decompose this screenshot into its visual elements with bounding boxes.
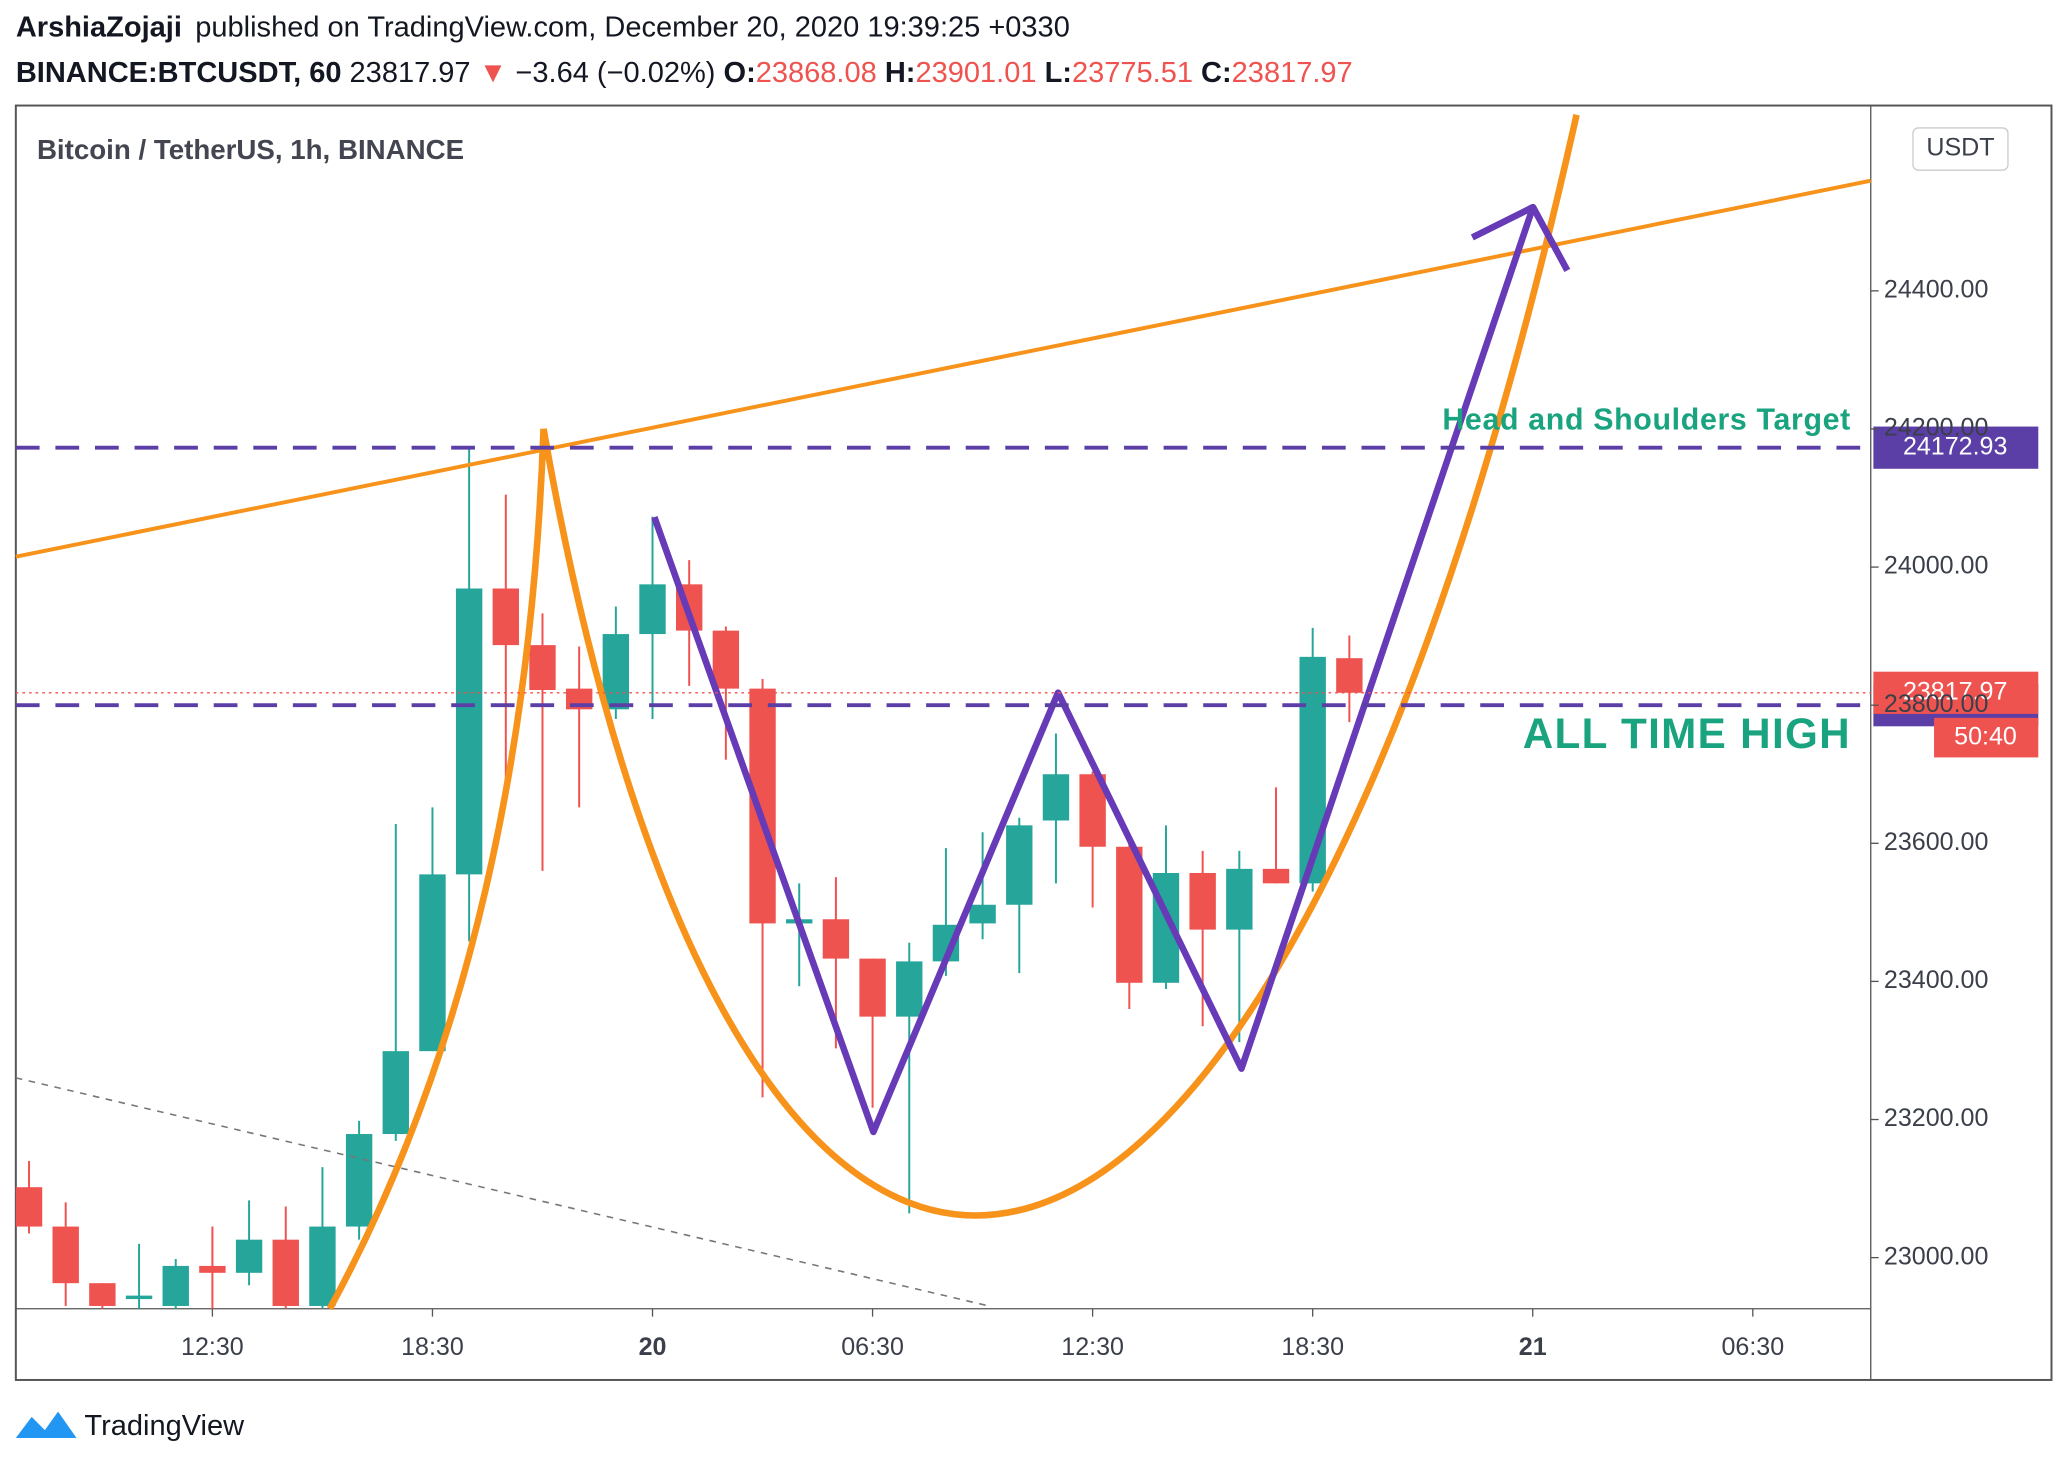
candle-body <box>602 634 630 710</box>
x-tick-label: 20 <box>639 1333 667 1361</box>
candle-body <box>309 1226 336 1306</box>
y-tick-label: 23400.00 <box>1884 966 1988 994</box>
cup <box>540 114 1580 1219</box>
candle-body <box>1116 846 1143 983</box>
candle-body <box>1299 656 1326 884</box>
plot <box>15 448 1363 1309</box>
orange-trend-line <box>15 178 1872 559</box>
arrow-head <box>1470 203 1571 273</box>
l-label: L: <box>1045 57 1072 89</box>
candle-body <box>1042 774 1070 821</box>
chart-title: Bitcoin / TetherUS, 1h, BINANCE <box>37 134 464 165</box>
countdown: 50:40 <box>1954 722 2017 750</box>
y-tick-label: 23600.00 <box>1884 828 1988 856</box>
candle-body <box>419 874 446 1052</box>
candle-body <box>1336 658 1363 693</box>
level-label-box <box>1873 426 2039 469</box>
l: 23775.51 <box>1072 57 1193 89</box>
level-label: 24172.93 <box>1903 432 2007 460</box>
c-label: C: <box>1201 57 1232 89</box>
trend-line-dashed <box>15 1077 990 1307</box>
price: 23817.97 <box>350 57 471 89</box>
x-tick-label: 06:30 <box>1721 1333 1784 1361</box>
frame <box>14 104 2053 1381</box>
cup-left <box>326 428 547 1311</box>
y-tick-label: 23200.00 <box>1884 1104 1988 1132</box>
x-tick-label: 18:30 <box>1281 1333 1344 1361</box>
candle-body <box>492 588 520 646</box>
candle-body <box>822 919 850 959</box>
last-price-label: 23817.97 <box>1903 677 2007 705</box>
currency-button[interactable] <box>1912 127 2009 171</box>
c: 23817.97 <box>1232 57 1353 89</box>
last-price-box <box>1873 671 2039 714</box>
currency[interactable]: USDT <box>1926 134 1994 162</box>
candle-body <box>749 688 776 924</box>
candle-body <box>89 1283 116 1306</box>
overlay: 24172.93 23800.00 Head and Shoulders Targe… <box>15 403 2039 758</box>
zigzag <box>651 206 1537 1136</box>
candle-body <box>896 961 923 1017</box>
arrow: ▼ <box>479 57 508 89</box>
y-tick-label: 24000.00 <box>1884 552 1988 580</box>
candle-body <box>639 584 666 635</box>
o: 23868.08 <box>756 57 877 89</box>
x-tick-label: 18:30 <box>401 1333 464 1361</box>
o-label: O: <box>724 57 756 89</box>
y-tick-label: 24400.00 <box>1884 275 1988 303</box>
candle-body <box>15 1187 43 1227</box>
published: published on TradingView.com, December 2… <box>195 12 1070 44</box>
x-tick-label: 06:30 <box>841 1333 904 1361</box>
h-label: H: <box>885 57 916 89</box>
candle-body <box>455 588 483 875</box>
footer: TradingView <box>84 1410 245 1442</box>
candle-body <box>529 645 556 691</box>
countdown-box <box>1934 717 2039 758</box>
candle-body <box>125 1295 153 1300</box>
logo-icon <box>15 1411 77 1439</box>
candle-body <box>162 1265 189 1306</box>
logo <box>15 1411 77 1439</box>
y-tick-label: 23000.00 <box>1884 1242 1988 1270</box>
candle-body <box>1226 868 1253 930</box>
y-tick-label: 23800.00 <box>1884 690 1988 718</box>
candle-body <box>345 1134 373 1227</box>
symbol: BINANCE:BTCUSDT, 60 <box>16 57 342 89</box>
candle-body <box>52 1226 79 1284</box>
candle-body <box>1262 868 1290 884</box>
change: −3.64 (−0.02%) <box>515 57 715 89</box>
candle-body <box>382 1051 409 1135</box>
level-text: Head and Shoulders Target <box>1442 403 1851 436</box>
h: 23901.01 <box>915 57 1036 89</box>
author: ArshiaZojaji <box>16 12 182 44</box>
candle-body <box>272 1239 299 1306</box>
candle-body <box>199 1265 226 1273</box>
x-tick-label: 12:30 <box>1061 1333 1124 1361</box>
candle-body <box>859 958 886 1017</box>
candle-body <box>712 630 740 689</box>
level-text: ALL TIME HIGH <box>1523 710 1851 757</box>
header-line: BINANCE:BTCUSDT, 60 23817.97 ▼ −3.64 (−0… <box>16 57 1353 89</box>
candle-body <box>969 904 996 924</box>
x-tick-label: 12:30 <box>181 1333 244 1361</box>
y-tick-label: 24200.00 <box>1884 414 1988 442</box>
candle-body <box>235 1239 263 1273</box>
candle-body <box>1006 825 1033 905</box>
x-tick-label: 21 <box>1519 1333 1547 1361</box>
candle-body <box>1189 872 1216 930</box>
